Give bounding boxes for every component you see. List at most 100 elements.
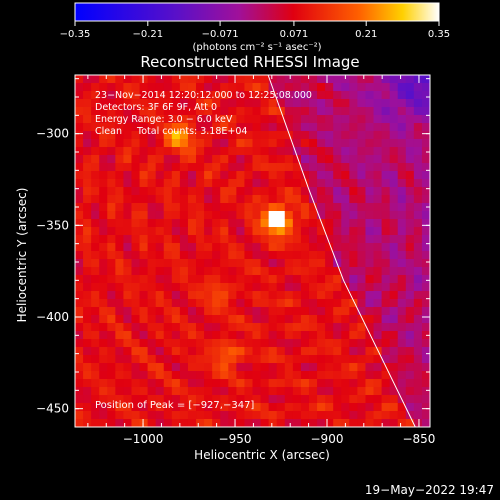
heatmap-cell — [187, 315, 197, 324]
heatmap-cell — [99, 131, 108, 140]
heatmap-cell — [381, 379, 391, 388]
heatmap-cell — [300, 291, 310, 300]
heatmap-cell — [317, 275, 326, 284]
heatmap-cell — [373, 275, 383, 284]
heatmap-cell — [292, 299, 302, 308]
heatmap-cell — [212, 307, 221, 316]
heatmap-cell — [139, 251, 149, 260]
heatmap-cell — [123, 99, 133, 108]
heatmap-cell — [373, 171, 383, 180]
heatmap-cell — [83, 131, 92, 140]
heatmap-cell — [123, 219, 133, 228]
heatmap-cell — [292, 107, 302, 116]
heatmap-cell — [163, 419, 173, 427]
heatmap-cell — [373, 75, 383, 84]
heatmap-cell — [179, 179, 189, 188]
heatmap-cell — [300, 91, 310, 100]
heatmap-cell — [187, 371, 197, 380]
heatmap-cell — [236, 387, 246, 396]
heatmap-cell — [139, 387, 149, 396]
heatmap-cell — [91, 147, 100, 156]
heatmap-cell — [147, 251, 157, 260]
heatmap-cell — [349, 107, 358, 116]
heatmap-cell — [139, 179, 149, 188]
heatmap-cell — [421, 411, 430, 420]
heatmap-cell — [187, 219, 197, 228]
heatmap-cell — [300, 259, 310, 268]
heatmap-cell — [317, 339, 326, 348]
heatmap-cell — [83, 275, 92, 284]
heatmap-cell — [268, 323, 278, 332]
heatmap-cell — [212, 75, 221, 84]
heatmap-cell — [413, 371, 423, 380]
heatmap-cell — [373, 259, 383, 268]
heatmap-cell — [421, 355, 430, 364]
heatmap-cell — [284, 363, 294, 372]
heatmap-cell — [107, 323, 116, 332]
heatmap-cell — [365, 419, 375, 427]
heatmap-cell — [220, 323, 229, 332]
heatmap-cell — [187, 115, 197, 124]
heatmap-cell — [244, 339, 254, 348]
heatmap-cell — [147, 203, 157, 212]
heatmap-cell — [300, 419, 310, 427]
heatmap-cell — [405, 99, 415, 108]
heatmap-cell — [244, 291, 254, 300]
heatmap-cell — [155, 219, 165, 228]
heatmap-cell — [131, 379, 141, 388]
solar-limb-line — [267, 74, 416, 428]
heatmap-cell — [252, 275, 262, 284]
heatmap-cell — [405, 355, 415, 364]
heatmap-cell — [389, 315, 399, 324]
heatmap-cell — [220, 163, 229, 172]
heatmap-cell — [317, 75, 326, 84]
heatmap-cell — [196, 227, 205, 236]
heatmap-cell — [131, 355, 141, 364]
heatmap-cell — [83, 155, 92, 164]
heatmap-cell — [163, 75, 173, 84]
heatmap-cell — [405, 347, 415, 356]
heatmap-cell — [252, 379, 262, 388]
heatmap-cell — [260, 243, 270, 252]
heatmap-cell — [228, 195, 237, 204]
heatmap-cell — [381, 115, 391, 124]
heatmap-cell — [171, 387, 181, 396]
heatmap-cell — [171, 115, 181, 124]
heatmap-cell — [212, 283, 221, 292]
heatmap-cell — [276, 387, 286, 396]
heatmap-cell — [91, 291, 100, 300]
heatmap-cell — [365, 163, 375, 172]
heatmap-cell — [236, 259, 246, 268]
heatmap-cell — [204, 411, 213, 420]
heatmap-cell — [397, 411, 407, 420]
heatmap-cell — [83, 379, 92, 388]
heatmap-cell — [236, 211, 246, 220]
heatmap-cell — [300, 123, 310, 132]
heatmap-cell — [405, 267, 415, 276]
heatmap-cell — [115, 179, 125, 188]
heatmap-cell — [268, 411, 278, 420]
heatmap-cell — [196, 275, 205, 284]
heatmap-cell — [75, 139, 84, 148]
heatmap-cell — [163, 267, 173, 276]
heatmap-cell — [308, 299, 318, 308]
heatmap-cell — [357, 347, 367, 356]
x-tick-label: −850 — [402, 432, 435, 446]
heatmap-cell — [131, 227, 141, 236]
heatmap-cell — [91, 155, 100, 164]
heatmap-cell — [292, 155, 302, 164]
heatmap-cell — [244, 115, 254, 124]
heatmap-cell — [131, 347, 141, 356]
heatmap-cell — [204, 299, 213, 308]
heatmap-cell — [268, 355, 278, 364]
heatmap-cell — [252, 419, 262, 427]
heatmap-cell — [373, 139, 383, 148]
heatmap-cell — [381, 411, 391, 420]
heatmap-cell — [83, 339, 92, 348]
heatmap-cell — [115, 331, 125, 340]
heatmap-cell — [252, 291, 262, 300]
heatmap-cell — [405, 131, 415, 140]
heatmap-cell — [317, 83, 326, 92]
heatmap-cell — [75, 331, 84, 340]
heatmap-cell — [163, 283, 173, 292]
